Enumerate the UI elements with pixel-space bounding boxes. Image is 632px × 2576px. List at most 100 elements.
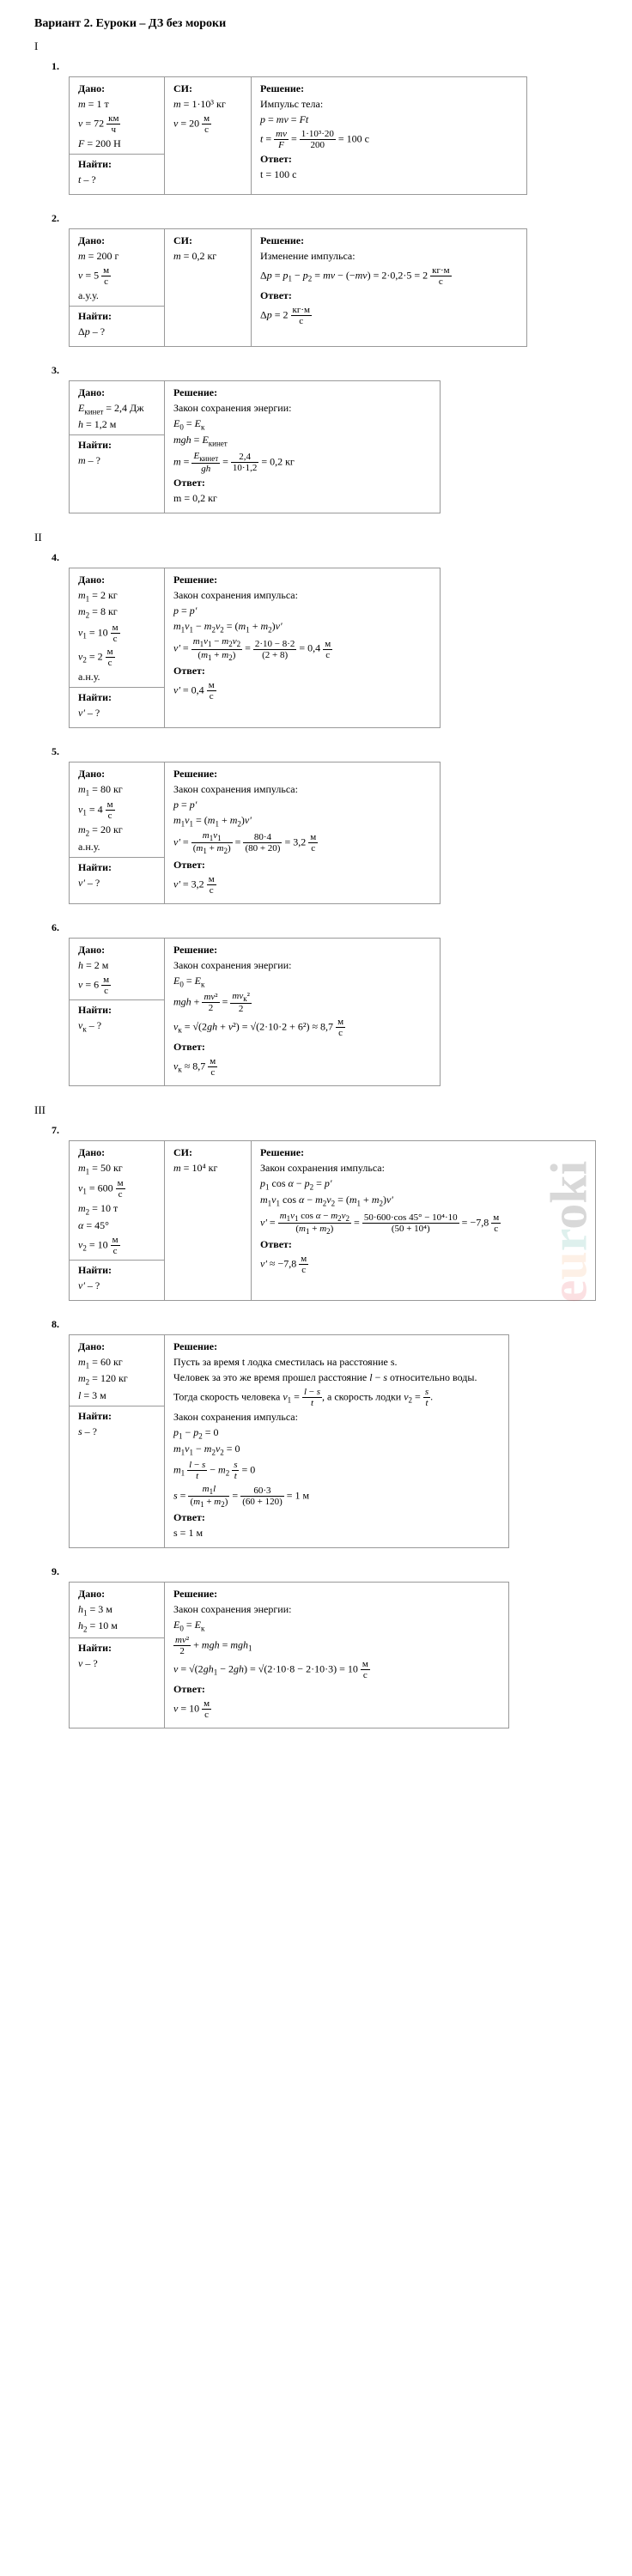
dano-label: Дано: — [78, 944, 155, 957]
solution-text: Закон сохранения импульса: — [173, 1411, 500, 1424]
solution-text: Тогда скорость человека v1 = l − st, а с… — [173, 1387, 500, 1408]
find-value: v – ? — [78, 1657, 155, 1670]
solution-text: p = p' — [173, 605, 431, 617]
section-2: II — [34, 531, 598, 544]
si-label: СИ: — [173, 1146, 242, 1159]
dano-label: Дано: — [78, 1146, 155, 1159]
answer-label: Ответ: — [260, 289, 518, 302]
find-value: s – ? — [78, 1425, 155, 1438]
solution-text: m1v1 = (m1 + m2)v' — [173, 814, 431, 828]
answer-label: Ответ: — [173, 859, 431, 872]
given-value: v1 = 600 мс — [78, 1178, 155, 1200]
solution-text: v' = m1v1(m1 + m2) = 80·4(80 + 20) = 3,2… — [173, 830, 431, 855]
solution-text: mgh = Eкинет — [173, 434, 431, 447]
problem-number: 5. — [52, 745, 598, 758]
solution-text: E0 = Eк — [173, 417, 431, 431]
problem-number: 9. — [52, 1565, 598, 1578]
solution-label: Решение: — [260, 234, 518, 247]
given-value: m1 = 60 кг — [78, 1356, 155, 1370]
problem-number: 4. — [52, 551, 598, 564]
answer-label: Ответ: — [260, 153, 518, 166]
solution-label: Решение: — [260, 82, 518, 95]
find-label: Найти: — [78, 691, 155, 704]
solution-text: Импульс тела: — [260, 98, 518, 111]
given-value: v2 = 2 мс — [78, 647, 155, 668]
answer-text: v' = 3,2 мс — [173, 874, 431, 896]
solution-text: Пусть за время t лодка сместилась на рас… — [173, 1356, 500, 1369]
problem-number: 8. — [52, 1318, 598, 1331]
given-value: а.н.у. — [78, 671, 155, 683]
solution-text: m = Eкинетgh = 2,410·1,2 = 0,2 кг — [173, 451, 431, 474]
find-label: Найти: — [78, 1264, 155, 1277]
answer-text: v' = 0,4 мс — [173, 680, 431, 702]
solution-text: m1v1 − m2v2 = 0 — [173, 1443, 500, 1456]
given-value: m2 = 8 кг — [78, 605, 155, 619]
solution-text: Закон сохранения энергии: — [173, 402, 431, 415]
find-label: Найти: — [78, 861, 155, 874]
problem-number: 6. — [52, 921, 598, 934]
solution-text: s = m1l(m1 + m2) = 60·3(60 + 120) = 1 м — [173, 1484, 500, 1509]
solution-text: Δp = p1 − p2 = mv − (−mv) = 2·0,2·5 = 2 … — [260, 265, 518, 287]
solution-label: Решение: — [173, 768, 431, 781]
find-value: Δp – ? — [78, 325, 155, 338]
find-label: Найти: — [78, 310, 155, 323]
given-value: F = 200 Н — [78, 137, 155, 150]
given-value: Eкинет = 2,4 Дж — [78, 402, 155, 416]
solution-text: vк = √(2gh + v²) = √(2·10·2 + 6²) ≈ 8,7 … — [173, 1017, 431, 1038]
find-label: Найти: — [78, 158, 155, 171]
problem-number: 7. — [52, 1124, 598, 1137]
find-label: Найти: — [78, 1410, 155, 1423]
page-header: Вариант 2. Еуроки – ДЗ без мороки — [34, 17, 598, 31]
si-value: m = 1·10³ кг — [173, 98, 242, 111]
problem-number: 3. — [52, 364, 598, 377]
given-value: m2 = 10 т — [78, 1202, 155, 1216]
find-value: t – ? — [78, 173, 155, 186]
dano-label: Дано: — [78, 1340, 155, 1353]
find-label: Найти: — [78, 1004, 155, 1017]
solution-text: p1 − p2 = 0 — [173, 1426, 500, 1440]
find-value: v' – ? — [78, 707, 155, 720]
given-value: h = 1,2 м — [78, 418, 155, 431]
dano-label: Дано: — [78, 768, 155, 781]
solution-text: Закон сохранения импульса: — [260, 1162, 586, 1175]
answer-text: v = 10 мс — [173, 1698, 500, 1720]
solution-text: Человек за это же время прошел расстояни… — [173, 1371, 500, 1384]
given-value: v = 6 мс — [78, 975, 155, 996]
solution-text: t = mvF = 1·10³·20200 = 100 с — [260, 129, 518, 150]
solution-label: Решение: — [173, 386, 431, 399]
problem-table: Дано: Eкинет = 2,4 Дж h = 1,2 м Найти: m… — [69, 380, 441, 513]
solution-text: E0 = Eк — [173, 975, 431, 988]
given-value: m1 = 2 кг — [78, 589, 155, 603]
solution-text: E0 = Eк — [173, 1619, 500, 1632]
solution-text: v = √(2gh1 − 2gh) = √(2·10·8 − 2·10·3) =… — [173, 1659, 500, 1680]
given-value: h1 = 3 м — [78, 1603, 155, 1617]
solution-text: Закон сохранения импульса: — [173, 783, 431, 796]
given-value: v = 5 мс — [78, 265, 155, 287]
answer-label: Ответ: — [173, 477, 431, 489]
given-value: m = 1 т — [78, 98, 155, 111]
solution-text: m1v1 − m2v2 = (m1 + m2)v' — [173, 620, 431, 634]
problem-table: Дано: m = 1 т v = 72 кмч F = 200 Н Найти… — [69, 76, 527, 195]
solution-text: p1 cos α − p2 = p' — [260, 1177, 586, 1191]
solution-label: Решение: — [173, 574, 431, 586]
given-value: v = 72 кмч — [78, 113, 155, 135]
solution-text: v' = m1v1 cos α − m2v2(m1 + m2) = 50·600… — [260, 1211, 586, 1236]
given-value: m2 = 120 кг — [78, 1372, 155, 1386]
dano-label: Дано: — [78, 1588, 155, 1601]
solution-text: mv²2 + mgh = mgh1 — [173, 1635, 500, 1656]
answer-text: t = 100 с — [260, 168, 518, 181]
given-value: l = 3 м — [78, 1389, 155, 1402]
given-value: α = 45° — [78, 1219, 155, 1232]
answer-label: Ответ: — [173, 1041, 431, 1054]
solution-text: p = p' — [173, 799, 431, 811]
given-value: v2 = 10 мс — [78, 1235, 155, 1256]
section-3: III — [34, 1103, 598, 1117]
given-value: а.у.у. — [78, 289, 155, 302]
si-label: СИ: — [173, 82, 242, 95]
solution-label: Решение: — [173, 1588, 500, 1601]
solution-text: Закон сохранения энергии: — [173, 1603, 500, 1616]
find-label: Найти: — [78, 1642, 155, 1655]
section-1: I — [34, 39, 598, 53]
dano-label: Дано: — [78, 386, 155, 399]
answer-label: Ответ: — [173, 665, 431, 677]
